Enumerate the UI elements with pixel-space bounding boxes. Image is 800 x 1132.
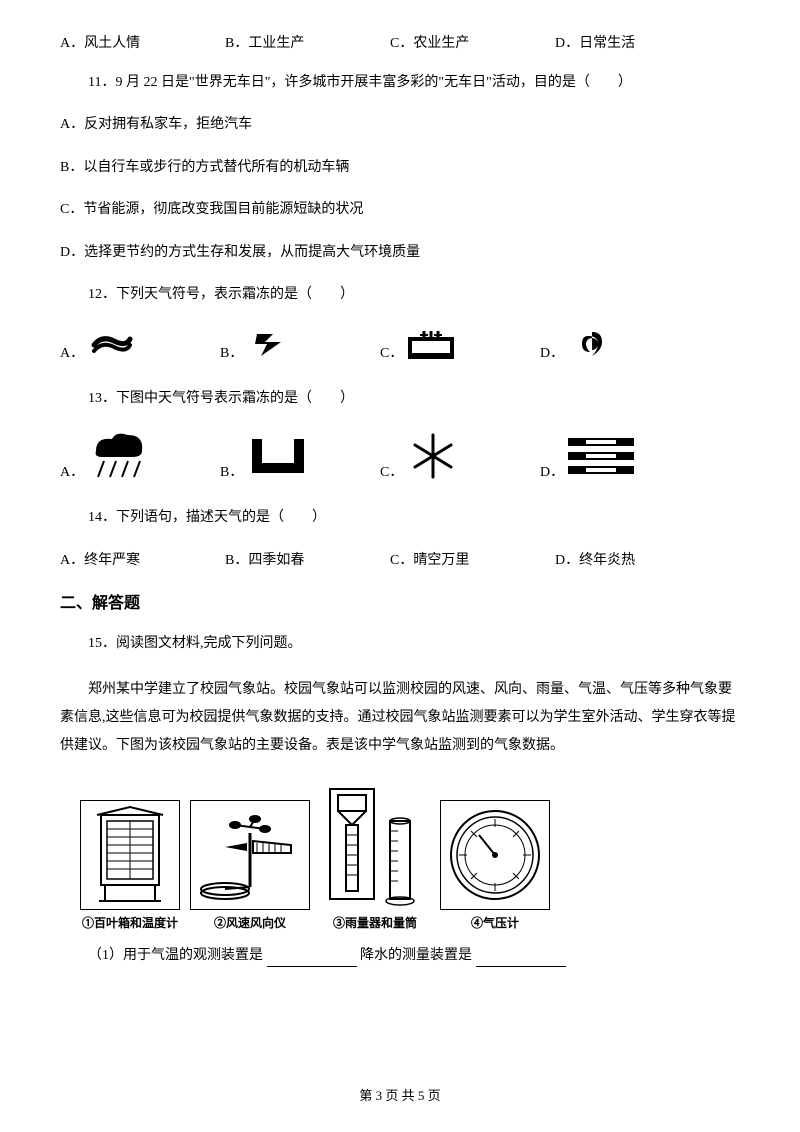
q15-para: 郑州某中学建立了校园气象站。校园气象站可以监测校园的风速、风向、雨量、气温、气压… xyxy=(60,676,740,760)
q14-stem: 14．下列语句，描述天气的是（ ） xyxy=(60,507,740,529)
opt-d-label: D． xyxy=(540,342,564,362)
opt-c-label: C． xyxy=(380,342,403,362)
q11-d: D．选择更节约的方式生存和发展，从而提高大气环境质量 xyxy=(60,242,740,264)
equipment-row: ①百叶箱和温度计 ②风速风 xyxy=(80,780,740,931)
q14-b: B．四季如春 xyxy=(225,549,390,569)
q11-b: B．以自行车或步行的方式替代所有的机动车辆 xyxy=(60,157,740,179)
lightning-icon xyxy=(243,326,299,362)
opt-d-label2: D． xyxy=(540,461,564,481)
q10-opt-d: D．日常生活 xyxy=(555,32,720,52)
rain-icon xyxy=(84,431,154,481)
q14-options: A．终年严寒 B．四季如春 C．晴空万里 D．终年炎热 xyxy=(60,549,740,569)
q15-stem: 15．阅读图文材料,完成下列问题。 xyxy=(60,633,740,655)
page-footer: 第 3 页 共 5 页 xyxy=(0,1085,800,1104)
opt-b-label: B． xyxy=(220,342,243,362)
sand-icon xyxy=(84,326,140,362)
q14-a: A．终年严寒 xyxy=(60,549,225,569)
q14-c: C．晴空万里 xyxy=(390,549,555,569)
q10-opt-a: A．风土人情 xyxy=(60,32,225,52)
opt-a-label2: A． xyxy=(60,461,84,481)
q12-options: A． B． C． xyxy=(60,326,740,362)
q13-stem: 13．下图中天气符号表示霜冻的是（ ） xyxy=(60,388,740,410)
q15-sub1b: 降水的测量装置是 xyxy=(360,948,472,963)
fog-icon xyxy=(564,431,638,481)
blank-2[interactable] xyxy=(476,953,566,967)
rain-gauge-icon xyxy=(320,781,430,909)
q15-sub1: （1）用于气温的观测装置是 降水的测量装置是 xyxy=(60,945,740,967)
q11-c: C．节省能源，彻底改变我国目前能源短缺的状况 xyxy=(60,199,740,221)
opt-c-label2: C． xyxy=(380,461,403,481)
equip-3: ③雨量器和量筒 xyxy=(320,780,430,931)
blank-1[interactable] xyxy=(267,953,357,967)
q11-a: A．反对拥有私家车，拒绝汽车 xyxy=(60,114,740,136)
section-2-title: 二、解答题 xyxy=(60,589,740,613)
q10-opt-c: C．农业生产 xyxy=(390,32,555,52)
equip-2-label: ②风速风向仪 xyxy=(214,914,286,931)
q10-options: A．风土人情 B．工业生产 C．农业生产 D．日常生活 xyxy=(60,32,740,52)
equip-4-label: ④气压计 xyxy=(471,914,519,931)
louver-box-icon xyxy=(85,805,175,905)
barometer-icon xyxy=(445,805,545,905)
equip-3-label: ③雨量器和量筒 xyxy=(333,914,417,931)
snow-icon xyxy=(403,431,463,481)
q14-d: D．终年炎热 xyxy=(555,549,720,569)
opt-b-label2: B． xyxy=(220,461,243,481)
q13-options: A． B． C． xyxy=(60,431,740,481)
opt-a-label: A． xyxy=(60,342,84,362)
equip-1: ①百叶箱和温度计 xyxy=(80,800,180,931)
frost-box-icon xyxy=(243,431,313,481)
frost-icon xyxy=(403,326,459,362)
q15-sub1a: （1）用于气温的观测装置是 xyxy=(88,948,263,963)
q11-stem: 11．9 月 22 日是"世界无车日"，许多城市开展丰富多彩的"无车日"活动，目… xyxy=(60,72,740,94)
equip-2: ②风速风向仪 xyxy=(190,800,310,931)
q10-opt-b: B．工业生产 xyxy=(225,32,390,52)
equip-4: ④气压计 xyxy=(440,800,550,931)
anemometer-icon xyxy=(195,805,305,905)
equip-1-label: ①百叶箱和温度计 xyxy=(82,914,178,931)
q12-stem: 12．下列天气符号，表示霜冻的是（ ） xyxy=(60,284,740,306)
typhoon-icon xyxy=(564,326,620,362)
